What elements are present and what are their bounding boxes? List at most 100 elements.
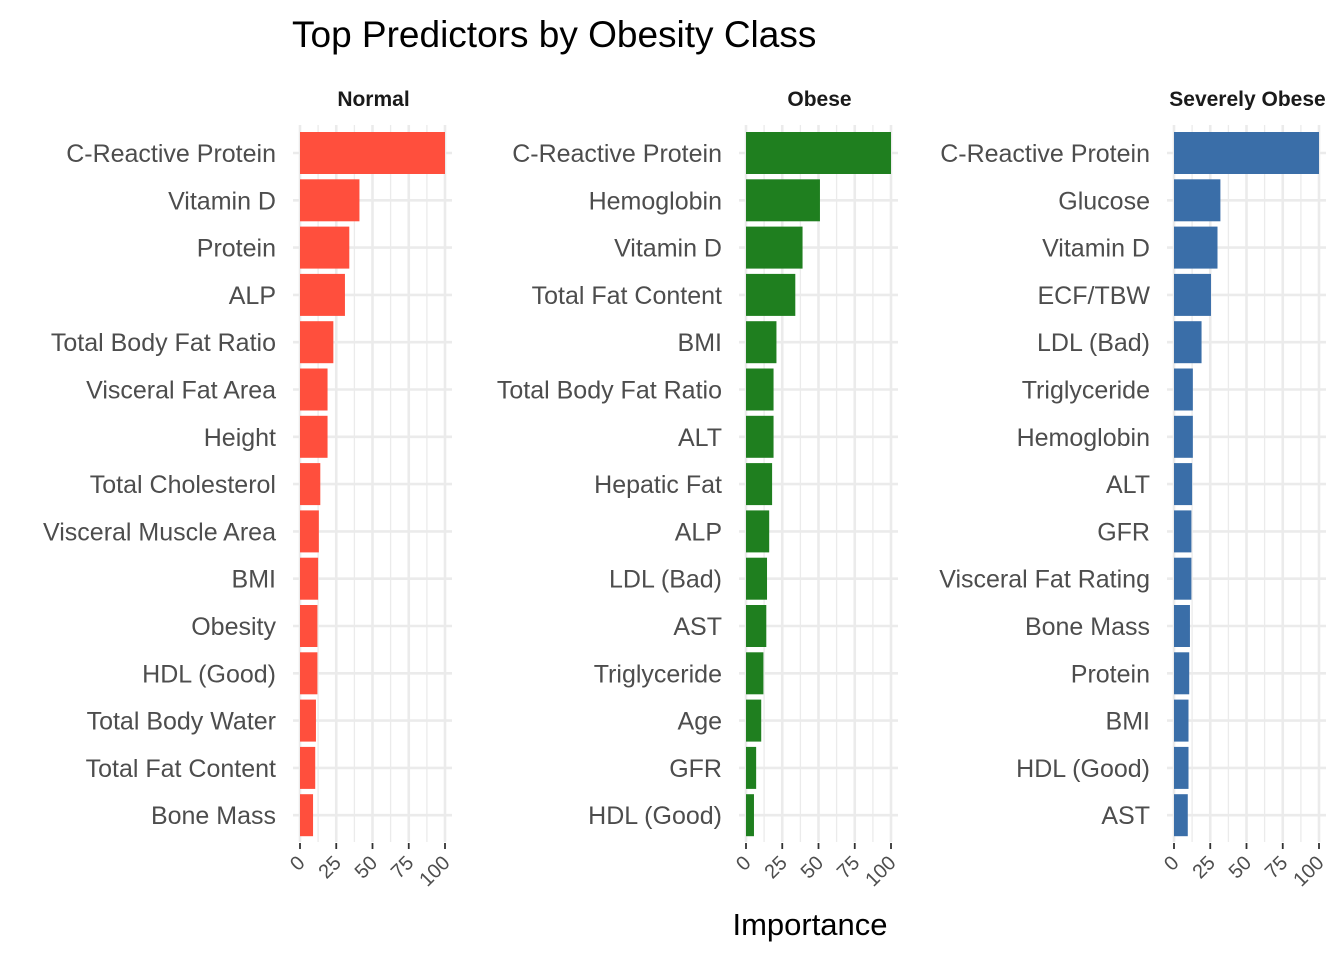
x-axis-title: Importance <box>732 907 887 942</box>
bar <box>1174 368 1193 411</box>
bar <box>746 415 774 458</box>
x-tick-label: 25 <box>1188 852 1219 883</box>
category-label: ALP <box>675 518 722 546</box>
bar <box>746 179 820 222</box>
category-label: HDL (Good) <box>142 660 276 688</box>
category-label: ALT <box>678 424 722 452</box>
category-label: Visceral Muscle Area <box>43 518 276 546</box>
category-label: Triglyceride <box>594 660 722 688</box>
facet-panels: Normal C-Reactive Protein Vitamin D Protein… <box>43 88 1329 891</box>
x-tick-label: 100 <box>861 852 900 891</box>
bar <box>300 605 318 647</box>
category-label: Vitamin D <box>1042 235 1150 263</box>
facet-panel: Normal C-Reactive Protein Vitamin D Protein… <box>43 88 455 891</box>
category-label: AST <box>1101 802 1150 830</box>
bar <box>300 557 319 600</box>
bar <box>746 510 770 553</box>
category-label: Vitamin D <box>614 235 722 263</box>
bar <box>300 794 314 837</box>
category-label: Total Body Fat Ratio <box>51 329 276 357</box>
bar <box>746 557 768 600</box>
x-tick-label: 25 <box>314 852 345 883</box>
bar <box>1174 273 1211 316</box>
bar <box>300 132 445 174</box>
category-label: Total Fat Content <box>86 755 276 783</box>
x-tick-label: 75 <box>387 852 418 883</box>
bar <box>300 226 350 269</box>
category-label: Hepatic Fat <box>594 471 722 499</box>
bar <box>300 368 328 411</box>
category-label: AST <box>673 613 722 641</box>
x-tick-label: 75 <box>1261 852 1292 883</box>
category-label: BMI <box>678 329 722 357</box>
bar <box>300 321 334 364</box>
category-label: Protein <box>197 235 276 263</box>
bar <box>300 510 319 553</box>
facet-strip-label: Severely Obese <box>1169 88 1325 111</box>
bar <box>746 321 777 364</box>
category-label: Protein <box>1071 660 1150 688</box>
chart-title: Top Predictors by Obesity Class <box>292 14 816 55</box>
x-tick-label: 0 <box>1160 852 1183 875</box>
facet-strip-label: Obese <box>787 88 851 111</box>
category-label: C-Reactive Protein <box>512 140 722 168</box>
bar <box>1174 463 1193 506</box>
x-tick-label: 100 <box>415 852 454 891</box>
category-label: LDL (Bad) <box>609 566 722 594</box>
x-tick-label: 50 <box>1225 852 1256 883</box>
category-label: Age <box>678 708 722 736</box>
category-label: Obesity <box>191 613 276 641</box>
x-tick-label: 50 <box>797 852 828 883</box>
facet-strip-label: Normal <box>337 88 409 111</box>
category-label: Visceral Fat Rating <box>939 566 1150 594</box>
category-label: Total Body Water <box>87 708 276 736</box>
x-tick-label: 0 <box>732 852 755 875</box>
bar <box>300 699 316 742</box>
bar <box>746 652 764 695</box>
bar <box>746 368 774 411</box>
bar <box>1174 132 1319 174</box>
bar <box>1174 321 1202 364</box>
bar <box>1174 510 1192 553</box>
bar <box>746 605 767 647</box>
x-tick-label: 75 <box>833 852 864 883</box>
bar <box>746 794 754 837</box>
category-label: Total Body Fat Ratio <box>497 377 722 405</box>
bar <box>746 699 762 742</box>
category-label: Total Cholesterol <box>90 471 276 499</box>
bar <box>300 652 318 695</box>
bar <box>300 746 316 789</box>
category-label: HDL (Good) <box>1016 755 1150 783</box>
category-label: C-Reactive Protein <box>940 140 1150 168</box>
bar <box>1174 415 1193 458</box>
category-label: Hemoglobin <box>1017 424 1150 452</box>
category-label: Triglyceride <box>1022 377 1150 405</box>
category-label: ECF/TBW <box>1038 282 1151 310</box>
bar <box>746 463 773 506</box>
x-tick-label: 0 <box>286 852 309 875</box>
category-label: Height <box>204 424 276 452</box>
facet-panel: Obese C-Reactive Protein Hemoglobin Vitamin… <box>497 88 901 891</box>
bar <box>746 226 803 269</box>
bar <box>1174 699 1189 742</box>
bar <box>1174 179 1221 222</box>
bar <box>1174 226 1218 269</box>
category-label: Bone Mass <box>151 802 276 830</box>
category-label: BMI <box>1106 708 1150 736</box>
category-label: LDL (Bad) <box>1037 329 1150 357</box>
category-label: Hemoglobin <box>589 187 722 215</box>
category-label: HDL (Good) <box>588 802 722 830</box>
bar <box>1174 557 1192 600</box>
category-label: BMI <box>232 566 276 594</box>
bar <box>1174 652 1190 695</box>
category-label: Visceral Fat Area <box>86 377 276 405</box>
category-label: Total Fat Content <box>532 282 722 310</box>
bar <box>1174 605 1190 647</box>
facet-panel: Severely Obese C-Reactive Protein Glucose V… <box>939 88 1328 891</box>
bar <box>746 746 757 789</box>
category-label: Vitamin D <box>168 187 276 215</box>
category-label: ALP <box>229 282 276 310</box>
x-tick-label: 25 <box>760 852 791 883</box>
category-label: GFR <box>1097 518 1150 546</box>
